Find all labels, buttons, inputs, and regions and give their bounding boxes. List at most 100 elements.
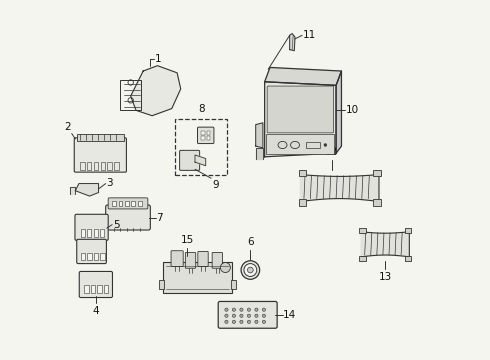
FancyBboxPatch shape (106, 205, 150, 230)
Bar (298, 199, 306, 206)
Bar (159, 280, 164, 289)
FancyBboxPatch shape (267, 86, 334, 133)
Bar (81, 229, 85, 237)
FancyBboxPatch shape (79, 271, 113, 297)
Bar (103, 285, 108, 293)
Bar (138, 201, 142, 206)
Bar (94, 253, 98, 260)
FancyBboxPatch shape (198, 251, 208, 266)
Ellipse shape (225, 314, 228, 318)
Ellipse shape (247, 314, 250, 318)
Bar (84, 285, 89, 293)
Bar (359, 228, 366, 233)
Bar (77, 134, 123, 141)
Ellipse shape (262, 314, 266, 318)
Ellipse shape (241, 261, 260, 279)
Text: 14: 14 (283, 310, 296, 320)
Text: 13: 13 (379, 272, 392, 282)
Bar (94, 162, 98, 170)
Bar (405, 256, 411, 261)
Ellipse shape (255, 308, 258, 311)
Polygon shape (290, 33, 295, 51)
Ellipse shape (247, 320, 250, 323)
Ellipse shape (225, 308, 228, 311)
Ellipse shape (255, 314, 258, 318)
Ellipse shape (225, 320, 228, 323)
Bar (207, 136, 210, 140)
FancyBboxPatch shape (171, 251, 183, 266)
Polygon shape (75, 184, 98, 196)
Text: 8: 8 (198, 104, 204, 114)
Text: 4: 4 (93, 306, 99, 316)
Ellipse shape (262, 308, 266, 311)
FancyBboxPatch shape (197, 127, 214, 144)
Text: 7: 7 (156, 212, 163, 222)
Text: 6: 6 (247, 237, 254, 247)
FancyBboxPatch shape (75, 214, 108, 240)
Text: 10: 10 (346, 105, 359, 114)
Ellipse shape (240, 308, 243, 311)
FancyBboxPatch shape (180, 150, 199, 170)
Polygon shape (336, 71, 342, 153)
FancyBboxPatch shape (77, 239, 106, 264)
Text: 9: 9 (213, 180, 220, 190)
Ellipse shape (232, 314, 236, 318)
Bar (131, 201, 135, 206)
Polygon shape (300, 175, 379, 202)
FancyBboxPatch shape (212, 252, 222, 268)
Bar (373, 170, 381, 176)
FancyBboxPatch shape (218, 301, 277, 328)
Bar (112, 201, 116, 206)
Bar (100, 253, 104, 260)
Polygon shape (256, 123, 263, 148)
Bar (91, 285, 96, 293)
Bar (119, 201, 122, 206)
Text: 5: 5 (113, 220, 120, 230)
Ellipse shape (324, 144, 327, 147)
Bar (231, 280, 236, 289)
Ellipse shape (240, 320, 243, 323)
Text: 1: 1 (155, 54, 161, 64)
Bar (207, 131, 210, 135)
FancyBboxPatch shape (74, 138, 126, 172)
Bar (175, 119, 227, 175)
Text: 2: 2 (64, 122, 71, 132)
Text: 11: 11 (303, 30, 316, 40)
Ellipse shape (220, 262, 230, 273)
Bar (88, 253, 92, 260)
Bar (267, 134, 334, 154)
FancyBboxPatch shape (185, 252, 196, 268)
Polygon shape (131, 66, 181, 116)
Ellipse shape (255, 320, 258, 323)
Bar (97, 285, 102, 293)
Bar (120, 80, 142, 111)
Ellipse shape (244, 264, 257, 276)
Bar (94, 229, 98, 237)
Text: 3: 3 (106, 177, 113, 188)
Polygon shape (265, 82, 336, 157)
FancyBboxPatch shape (108, 198, 148, 209)
Bar (405, 228, 411, 233)
Bar (298, 170, 306, 176)
Bar (373, 199, 381, 206)
Bar (81, 253, 85, 260)
Polygon shape (361, 232, 409, 257)
Bar (359, 256, 366, 261)
Ellipse shape (247, 308, 250, 311)
Text: 12: 12 (325, 147, 339, 157)
Polygon shape (256, 148, 263, 158)
Bar (80, 162, 85, 170)
Bar (201, 131, 205, 135)
Ellipse shape (240, 314, 243, 318)
Polygon shape (195, 155, 206, 166)
Bar (107, 162, 112, 170)
Ellipse shape (247, 267, 253, 273)
Bar (306, 143, 320, 148)
Ellipse shape (232, 320, 236, 323)
Bar (201, 136, 205, 140)
Bar (87, 229, 92, 237)
Polygon shape (70, 187, 75, 194)
Bar (125, 201, 129, 206)
Bar (87, 162, 92, 170)
Bar (100, 162, 105, 170)
